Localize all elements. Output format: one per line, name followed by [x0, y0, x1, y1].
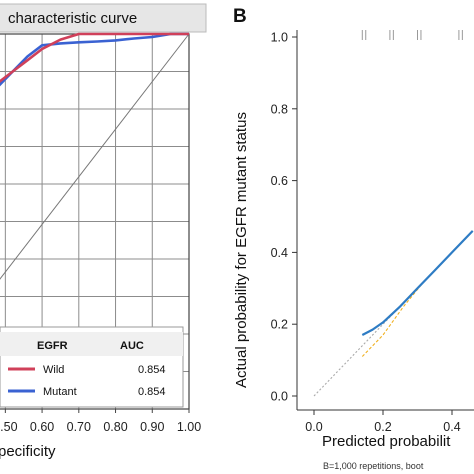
panel-a-title-strip: [0, 3, 207, 33]
panel-b-y-tick-label-3: 0.6: [271, 174, 288, 188]
legend-auc-wild: 0.854: [138, 364, 166, 376]
legend-auc-mutant: 0.854: [138, 386, 166, 398]
panel-b-y-tick-label-2: 0.4: [271, 246, 288, 260]
panel-b-x-tick-label-1: 0.2: [374, 420, 391, 434]
panel-b-letter: B: [233, 6, 247, 27]
panel-b-y-axis-title: Actual probability for EGFR mutant statu…: [233, 112, 250, 388]
panel-a-x-tick-label-3: 0.80: [103, 420, 127, 434]
panel-a-x-tick-label-0: 0.50: [0, 420, 18, 434]
panel-b-rug: [361, 30, 463, 40]
panel-a-series: [0, 32, 190, 280]
panel-b: B 0.0 0.2 0.4 0.6 0.8 1.0 0.0 0.2 0.4 Actual pr…: [233, 6, 474, 471]
panel-b-y-tick-label-4: 0.8: [271, 102, 288, 116]
legend-header-auc: AUC: [120, 340, 144, 352]
panel-a-series-line-mutant: [0, 32, 189, 87]
panel-a-legend: EGFR AUC Wild 0.854 Mutant 0.854: [0, 326, 184, 408]
panel-b-x-tick-label-0: 0.0: [305, 420, 322, 434]
panel-b-y-tick-label-1: 0.2: [271, 318, 288, 332]
panel-a-x-tick-label-4: 0.90: [140, 420, 164, 434]
panel-b-y-tick-label-0: 0.0: [271, 390, 288, 404]
panel-a-x-axis-title: pecificity: [0, 443, 56, 460]
panel-b-y-ticks: 0.0 0.2 0.4 0.6 0.8 1.0: [271, 31, 297, 404]
panel-a: characteristic curve 0.50 0.60 0.70 0.80 0.9…: [0, 3, 207, 460]
legend-header-band: [0, 332, 183, 356]
panel-a-x-tick-label-5: 1.00: [177, 420, 201, 434]
legend-label-wild: Wild: [43, 364, 64, 376]
panel-b-y-tick-label-5: 1.0: [271, 31, 288, 45]
panel-a-x-tick-label-2: 0.70: [67, 420, 91, 434]
panel-b-x-axis-title: Predicted probabilit: [322, 433, 451, 450]
panel-b-note: B=1,000 repetitions, boot: [323, 461, 424, 471]
panel-b-series: [313, 230, 474, 397]
panel-a-title: characteristic curve: [8, 10, 137, 27]
panel-a-x-ticks: 0.50 0.60 0.70 0.80 0.90 1.00: [0, 409, 201, 434]
panel-b-x-tick-label-2: 0.4: [443, 420, 460, 434]
legend-header-group: EGFR: [37, 340, 68, 352]
panel-b-calibration-line: [361, 230, 474, 336]
panel-a-x-tick-label-1: 0.60: [30, 420, 54, 434]
panel-a-series-line-wild: [0, 32, 189, 83]
panel-a-series-line-reference: [0, 33, 190, 280]
panel-b-apparent-line: [361, 230, 474, 357]
legend-label-mutant: Mutant: [43, 386, 77, 398]
panel-b-x-ticks: 0.0 0.2 0.4: [305, 410, 461, 434]
